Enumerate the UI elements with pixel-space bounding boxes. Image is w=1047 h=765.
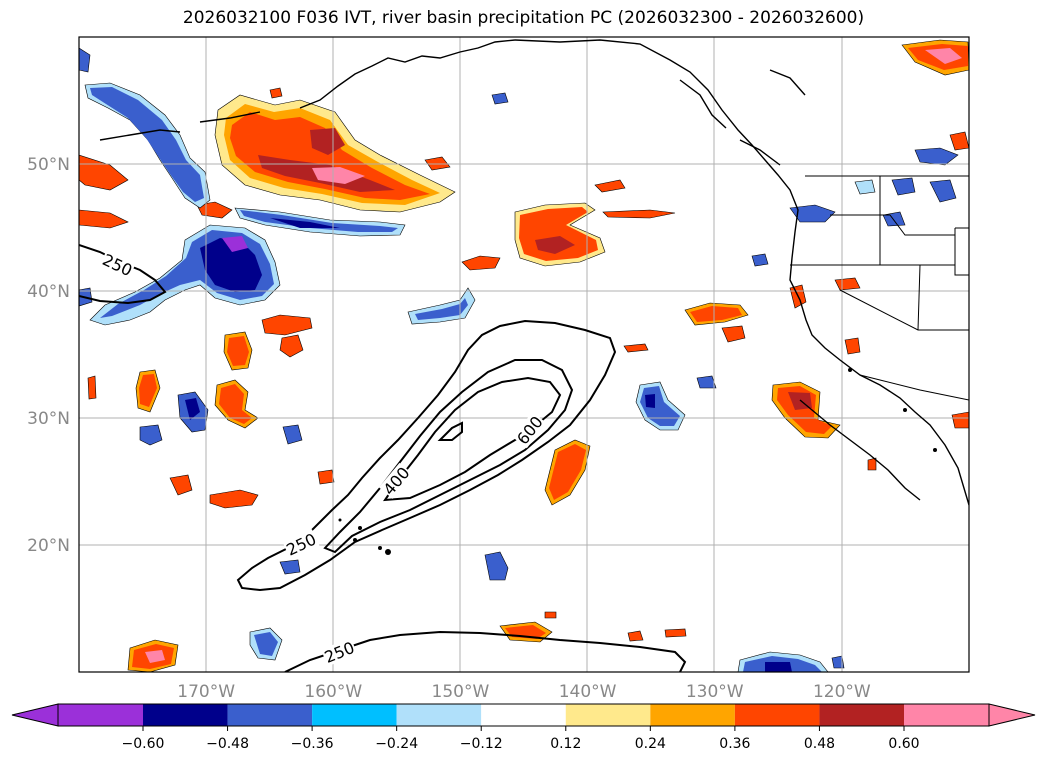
positive-anomaly-patch <box>901 39 969 76</box>
positive-anomaly-patch <box>214 94 456 213</box>
ivt-contour-600 <box>382 376 562 502</box>
contour-label-bg <box>512 411 547 449</box>
colorbar-tick-label: 0.12 <box>550 736 581 752</box>
y-tick-label: 30°N <box>27 409 70 429</box>
colorbar-segment <box>227 704 313 726</box>
positive-anomaly-patch <box>771 381 841 439</box>
colorbar-segment <box>904 704 989 726</box>
colorbar-segment <box>58 704 143 726</box>
colorbar-tick-label: 0.60 <box>888 736 919 752</box>
precip-anomaly-layer <box>79 39 969 672</box>
positive-anomaly-patch <box>514 202 606 267</box>
y-axis-ticks: 50°N 40°N 30°N 20°N <box>27 155 70 556</box>
contour-label-bg <box>321 637 358 667</box>
colorbar-segment <box>312 704 397 726</box>
positive-anomaly-patch <box>79 87 969 672</box>
x-tick-label: 130°W <box>686 682 744 702</box>
colorbar-tick-label: −0.36 <box>291 736 334 752</box>
colorbar-extend-low <box>11 703 59 727</box>
x-tick-label: 160°W <box>304 682 362 702</box>
coastline <box>99 39 969 506</box>
y-tick-label: 50°N <box>27 155 70 175</box>
y-tick-label: 20°N <box>27 536 70 556</box>
contour-label-bg <box>282 529 320 560</box>
x-tick-label: 120°W <box>813 682 871 702</box>
contour-label-bg <box>99 249 136 280</box>
islands <box>338 368 937 555</box>
ivt-contour-small <box>437 421 463 441</box>
colorbar-segment <box>650 704 735 726</box>
x-tick-label: 140°W <box>559 682 617 702</box>
colorbar-extend-high <box>988 703 1036 727</box>
colorbar-segment <box>819 704 904 726</box>
positive-anomaly-patch <box>544 439 591 506</box>
colorbar-segment <box>396 704 482 726</box>
colorbar: −0.60 −0.48 −0.36 −0.24 −0.12 0.12 0.24 0.36 0.4… <box>11 703 1036 752</box>
negative-anomaly-patch <box>737 651 829 672</box>
negative-anomaly-patch <box>89 224 281 326</box>
map-title: 2026032100 F036 IVT, river basin precipi… <box>182 8 865 28</box>
colorbar-segment <box>143 704 228 726</box>
x-tick-label: 150°W <box>432 682 490 702</box>
colorbar-tick-label: −0.12 <box>460 736 503 752</box>
y-tick-label: 40°N <box>27 282 70 302</box>
colorbar-tick-label: −0.48 <box>206 736 249 752</box>
colorbar-tick-label: −0.60 <box>122 736 165 752</box>
colorbar-tick-label: 0.48 <box>804 736 835 752</box>
negative-anomaly-patch <box>234 207 406 237</box>
x-axis-ticks: 170°W 160°W 150°W 140°W 130°W 120°W <box>177 682 871 702</box>
ivt-contour-250 <box>236 319 617 592</box>
colorbar-segment <box>481 704 566 726</box>
contour-label-bg <box>378 462 414 499</box>
colorbar-tick-label: 0.24 <box>635 736 666 752</box>
negative-anomaly-patch <box>79 47 959 669</box>
colorbar-segment <box>565 704 651 726</box>
political-borders <box>790 175 969 401</box>
map-panel[interactable] <box>78 36 970 673</box>
map-background <box>79 37 969 672</box>
map-frame <box>78 36 970 673</box>
x-tick-label: 170°W <box>177 682 235 702</box>
colorbar-tick-label: 0.36 <box>719 736 750 752</box>
colorbar-segment <box>734 704 820 726</box>
colorbar-frame <box>57 703 990 727</box>
colorbar-tick-label: −0.24 <box>375 736 418 752</box>
negative-anomaly-patch <box>84 82 211 209</box>
